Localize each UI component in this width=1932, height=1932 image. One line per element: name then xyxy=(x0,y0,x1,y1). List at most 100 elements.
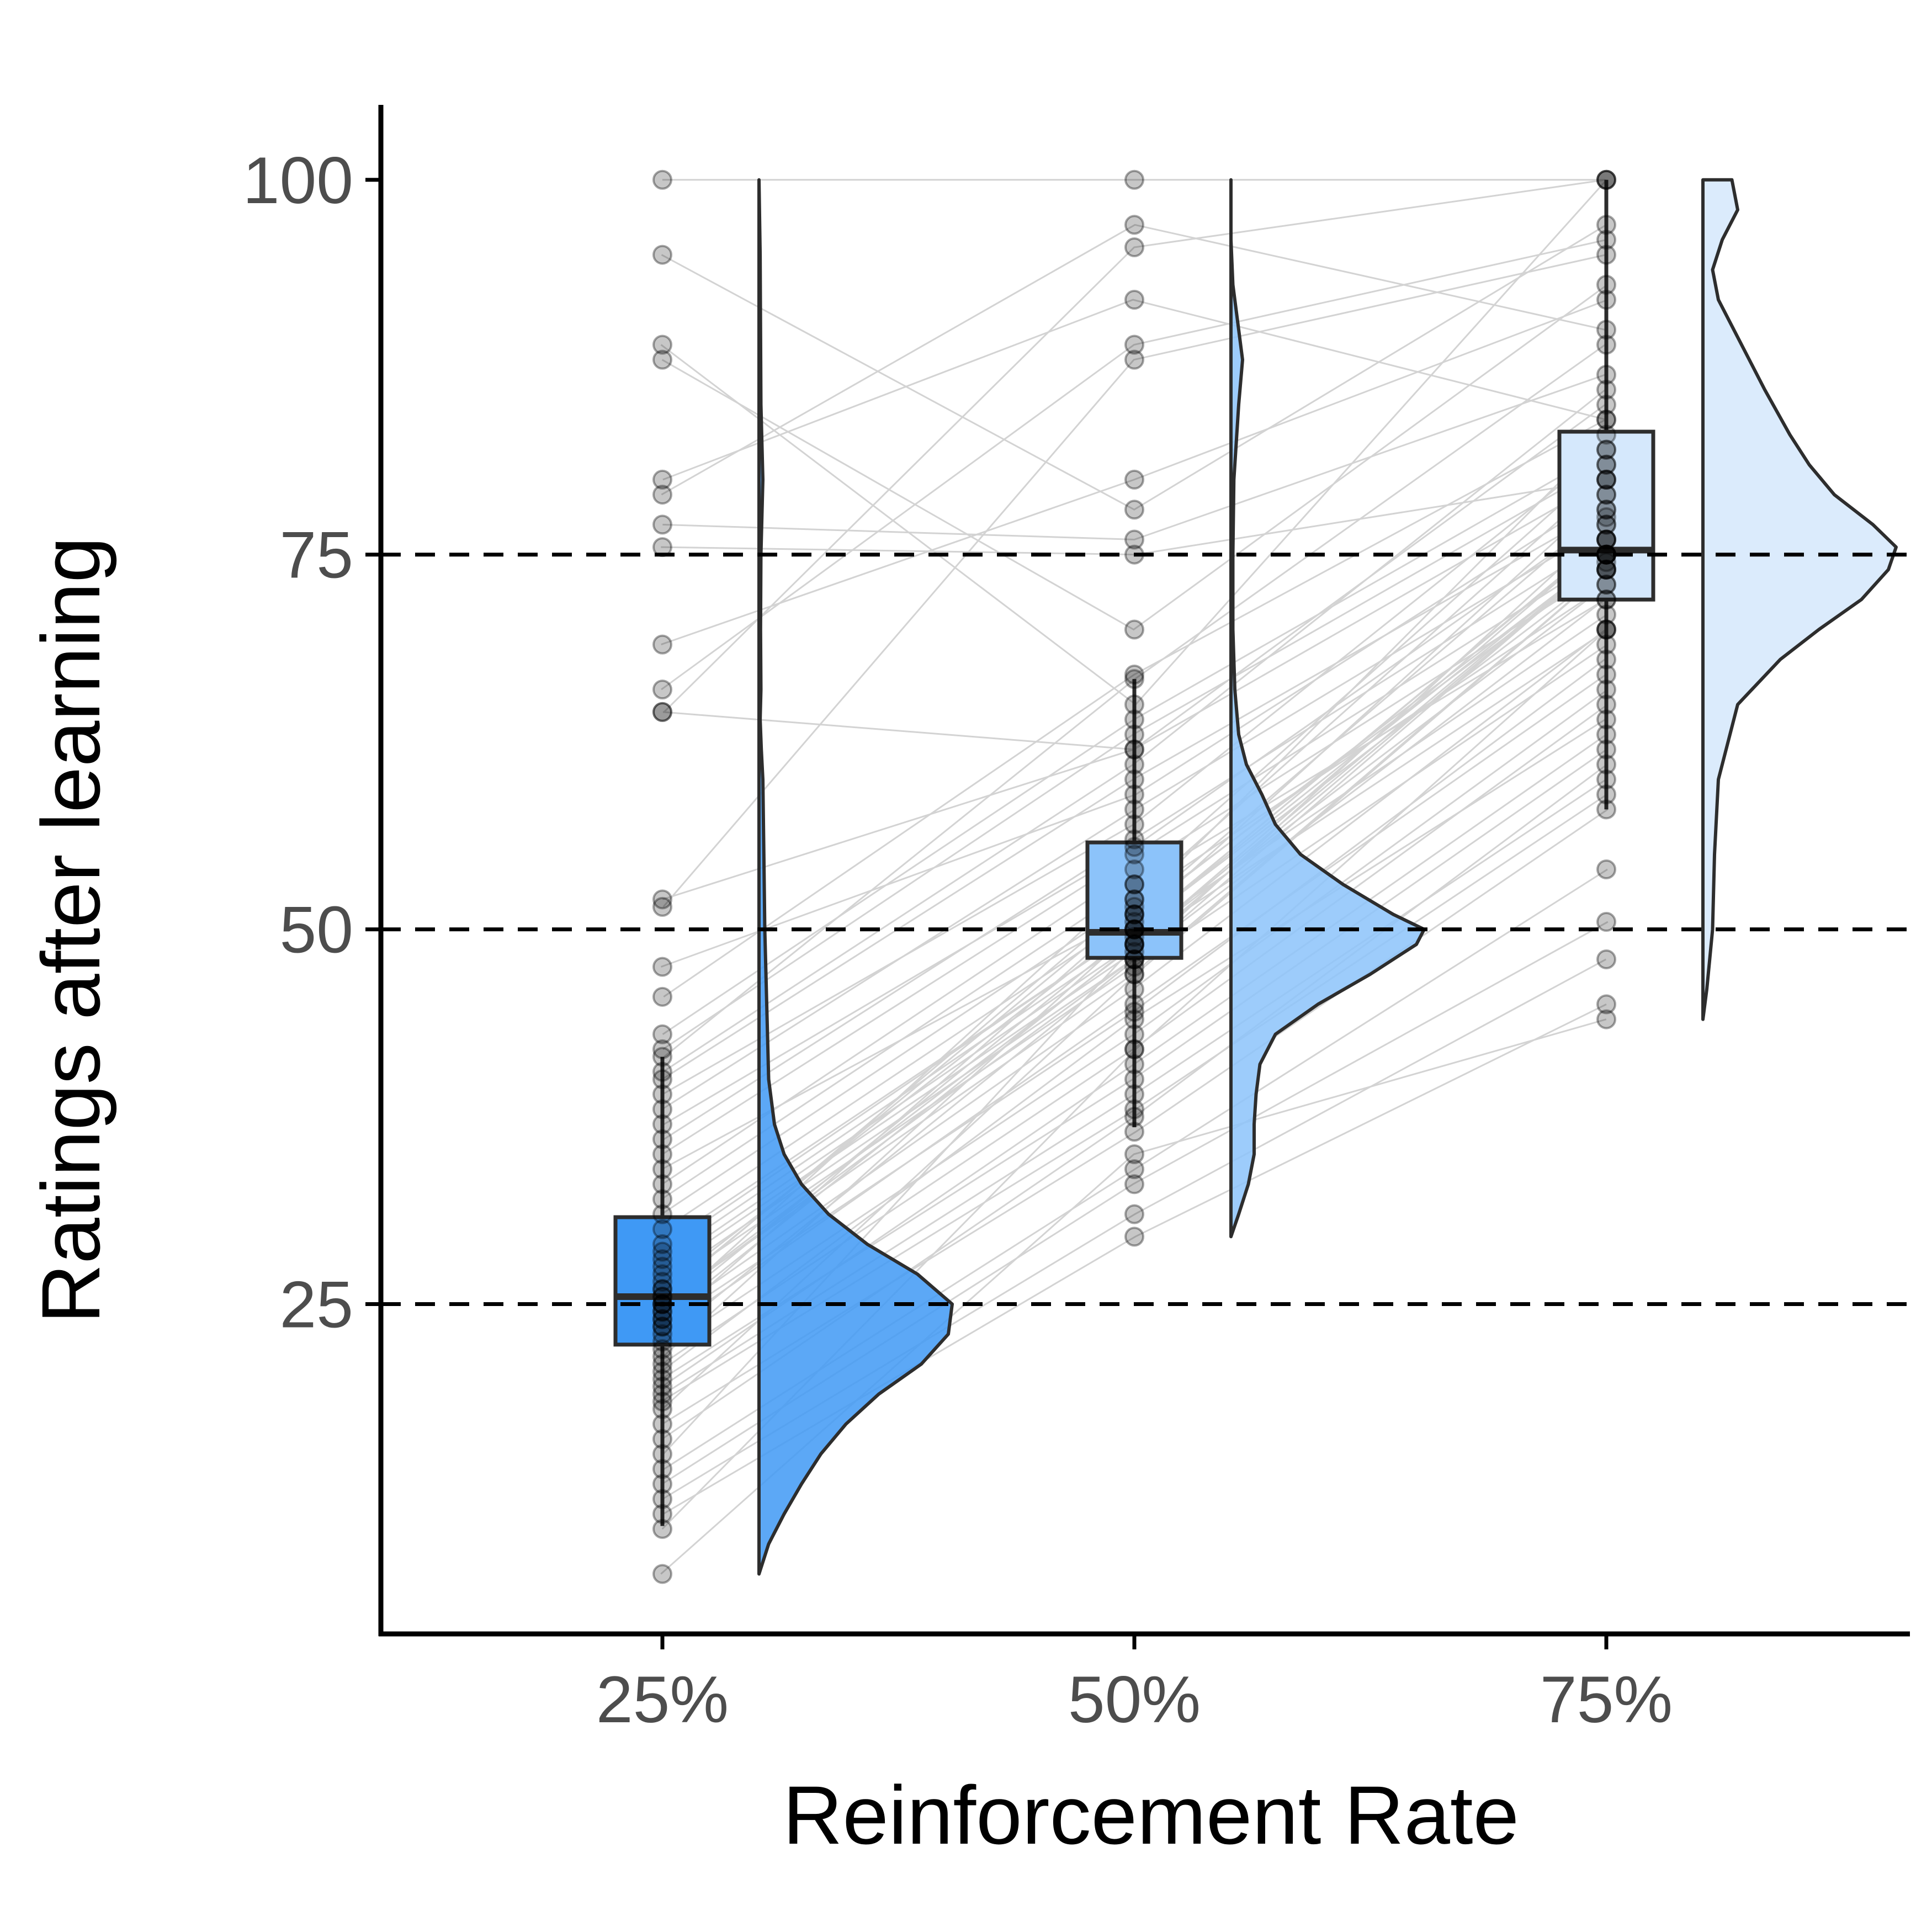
observation-point xyxy=(1596,1009,1616,1029)
observation-point xyxy=(1596,230,1616,250)
observation-point xyxy=(1596,859,1616,879)
observation-point xyxy=(1596,274,1616,295)
observation-point xyxy=(652,1504,672,1524)
observation-point xyxy=(1596,754,1616,774)
observation-point xyxy=(652,1339,672,1360)
observation-point xyxy=(1596,424,1616,445)
observation-point xyxy=(652,1189,672,1209)
observation-point xyxy=(652,1099,672,1119)
observation-point xyxy=(652,1249,672,1270)
observation-point xyxy=(652,349,672,370)
observation-point xyxy=(652,1354,672,1374)
observation-point xyxy=(652,957,672,977)
observation-point xyxy=(1124,964,1144,985)
observation-point xyxy=(652,1264,672,1285)
observation-point xyxy=(1596,514,1616,535)
connector-line xyxy=(663,344,1606,1058)
observation-point xyxy=(652,1024,672,1044)
box-50pct xyxy=(1085,840,1183,960)
observation-point xyxy=(1596,619,1616,640)
observation-point xyxy=(1124,169,1144,190)
observation-point xyxy=(1124,1039,1144,1059)
observation-point xyxy=(1124,1159,1144,1180)
observation-point xyxy=(652,1331,672,1352)
observation-point xyxy=(1596,469,1616,490)
observation-point xyxy=(1124,874,1144,895)
observation-point xyxy=(1596,169,1616,190)
observation-point xyxy=(1124,1174,1144,1195)
observation-point xyxy=(1596,514,1616,535)
observation-point xyxy=(1596,410,1616,430)
observation-point xyxy=(652,1459,672,1479)
observation-point xyxy=(1596,469,1616,490)
observation-point xyxy=(1124,837,1144,857)
observation-point xyxy=(652,335,672,355)
connector-line xyxy=(662,254,1606,907)
observation-point xyxy=(1124,979,1144,1000)
observation-point xyxy=(1124,709,1144,730)
observation-point xyxy=(1596,290,1616,310)
observation-point xyxy=(1596,559,1616,580)
observation-points xyxy=(652,169,1616,1584)
observation-point xyxy=(652,1279,672,1299)
observation-point xyxy=(652,469,672,490)
observation-point xyxy=(1596,694,1616,715)
x-tick-label: 25% xyxy=(596,1663,729,1737)
observation-point xyxy=(1596,485,1616,505)
observation-point xyxy=(1124,934,1144,954)
observation-point xyxy=(1596,739,1616,760)
observation-point xyxy=(652,1489,672,1509)
observation-point xyxy=(652,1144,672,1164)
observation-point xyxy=(1124,739,1144,760)
observation-point xyxy=(652,1114,672,1134)
observation-point xyxy=(652,1061,672,1082)
observation-point xyxy=(1124,859,1144,879)
observation-point xyxy=(652,1519,672,1539)
y-tick-label: 25 xyxy=(280,1268,353,1342)
observation-point xyxy=(1124,619,1144,640)
observation-point xyxy=(652,169,672,190)
observation-point xyxy=(1124,500,1144,520)
y-tick-label: 100 xyxy=(243,144,353,217)
observation-point xyxy=(652,702,672,722)
observation-point xyxy=(1124,724,1144,745)
observation-point xyxy=(652,1444,672,1464)
density-cloud-25pct xyxy=(757,178,954,1576)
observation-point xyxy=(1124,469,1144,490)
observation-point xyxy=(652,514,672,535)
observation-point xyxy=(1124,529,1144,550)
observation-point xyxy=(652,1069,672,1090)
y-tick-label: 75 xyxy=(280,518,353,592)
observation-point xyxy=(652,1039,672,1059)
observation-point xyxy=(1124,889,1144,910)
observation-point xyxy=(652,1429,672,1449)
observation-point xyxy=(1124,1227,1144,1247)
observation-point xyxy=(1596,649,1616,670)
observation-point xyxy=(652,1384,672,1404)
connector-line xyxy=(662,374,1606,541)
observation-point xyxy=(1124,1001,1144,1022)
observation-point xyxy=(1124,1144,1144,1164)
observation-point xyxy=(1596,664,1616,684)
observation-point xyxy=(1596,335,1616,355)
observation-point xyxy=(652,1317,672,1337)
observation-point xyxy=(1596,529,1616,550)
observation-point xyxy=(1124,739,1144,760)
observation-point xyxy=(652,1241,672,1262)
observation-point xyxy=(1596,590,1616,610)
observation-point xyxy=(1124,1039,1144,1059)
observation-point xyxy=(1124,942,1144,962)
observation-point xyxy=(1596,575,1616,595)
observation-point xyxy=(652,896,672,917)
observation-point xyxy=(1596,529,1616,550)
observation-point xyxy=(1124,335,1144,355)
observation-point xyxy=(652,1256,672,1277)
observation-point xyxy=(1596,994,1616,1015)
observation-point xyxy=(652,1392,672,1412)
observation-point xyxy=(1596,245,1616,265)
observation-point xyxy=(1596,500,1616,520)
observation-point xyxy=(1124,949,1144,969)
observation-point xyxy=(1596,169,1616,190)
connector-line xyxy=(661,238,1607,691)
observation-point xyxy=(1124,1099,1144,1119)
